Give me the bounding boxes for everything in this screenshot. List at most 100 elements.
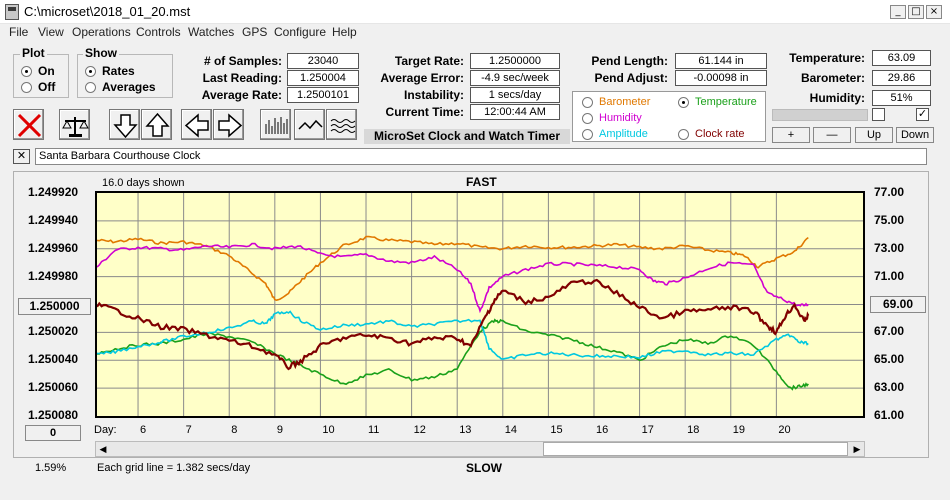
y-left-tick-label: 1.249920 bbox=[28, 185, 79, 199]
pend-length-label: Pend Length: bbox=[591, 54, 668, 68]
x-axis-label: Day: bbox=[94, 424, 117, 436]
menu-configure[interactable]: Configure bbox=[274, 25, 327, 39]
show-group bbox=[77, 54, 173, 98]
arrow-down-icon bbox=[113, 114, 138, 139]
y-left-tick-label: 1.249980 bbox=[28, 268, 79, 283]
bar-graph-button[interactable] bbox=[260, 109, 291, 140]
maximize-button[interactable]: □ bbox=[908, 5, 924, 19]
series-radio-barometer[interactable] bbox=[582, 97, 593, 108]
scroll-thumb[interactable] bbox=[543, 442, 848, 456]
pend-length-field[interactable]: 61.144 in bbox=[675, 53, 767, 69]
arrow-left-button[interactable] bbox=[181, 109, 212, 140]
days-shown-label: 16.0 days shown bbox=[102, 177, 185, 189]
average-rate-label: Average Rate: bbox=[201, 88, 282, 102]
wave-icon bbox=[298, 119, 323, 130]
clear-clock-button[interactable]: ✕ bbox=[13, 149, 30, 164]
y-right-tick-label: 77.00 bbox=[874, 185, 905, 199]
rate-reference-button[interactable]: 1.250000 bbox=[18, 298, 91, 315]
clock-name-field[interactable]: Santa Barbara Courthouse Clock bbox=[35, 148, 927, 165]
x-tick-label: 19 bbox=[732, 424, 746, 436]
series-label-humidity: Humidity bbox=[599, 112, 642, 124]
menu-help[interactable]: Help bbox=[332, 25, 357, 39]
temperature-field: 63.09 bbox=[872, 50, 931, 66]
x-tick-label: 9 bbox=[276, 424, 283, 436]
series-label-temperature: Temperature bbox=[695, 96, 757, 108]
plot-group-title: Plot bbox=[20, 46, 47, 60]
x-tick-label: 10 bbox=[322, 424, 335, 436]
show-rates-radio[interactable] bbox=[85, 66, 96, 77]
arrow-right-button[interactable] bbox=[213, 109, 244, 140]
plot-off-radio[interactable] bbox=[21, 82, 32, 93]
arrow-down-button[interactable] bbox=[109, 109, 140, 140]
barometer-label: Barometer: bbox=[800, 71, 865, 85]
current-time-label: Current Time: bbox=[385, 105, 464, 119]
menu-view[interactable]: View bbox=[38, 25, 64, 39]
temperature-label: Temperature: bbox=[789, 51, 865, 65]
average-error-label: Average Error: bbox=[380, 71, 464, 85]
last-reading-label: Last Reading: bbox=[202, 71, 282, 85]
menu-file[interactable]: File bbox=[9, 25, 29, 39]
grid-note: Each grid line = 1.382 secs/day bbox=[97, 462, 251, 474]
menu-watches[interactable]: Watches bbox=[188, 25, 235, 39]
y-left-tick-label: 1.250060 bbox=[28, 380, 79, 395]
stop-button[interactable] bbox=[13, 109, 44, 140]
series-selector bbox=[572, 91, 766, 142]
arrow-right-icon bbox=[218, 113, 243, 138]
scroll-right-icon[interactable]: ▶ bbox=[853, 444, 861, 454]
checkbox-1[interactable] bbox=[872, 108, 885, 121]
current-time-field: 12:00:44 AM bbox=[470, 104, 560, 120]
humidity-field: 51% bbox=[872, 90, 931, 106]
offset-button[interactable]: 0 bbox=[25, 425, 81, 441]
app-caption: MicroSet Clock and Watch Timer bbox=[364, 129, 570, 144]
x-tick-label: 14 bbox=[504, 424, 518, 436]
menu-gps[interactable]: GPS bbox=[242, 25, 268, 39]
series-radio-humidity[interactable] bbox=[582, 113, 593, 124]
minus-button[interactable]: — bbox=[813, 127, 851, 143]
window-title: C:\microset\2018_01_20.mst bbox=[24, 4, 191, 19]
series-line-barometer bbox=[97, 235, 809, 302]
temperature-reference-button[interactable]: 69.00 bbox=[870, 296, 926, 313]
instability-label: Instability: bbox=[403, 88, 464, 102]
up-button[interactable]: Up bbox=[855, 127, 893, 143]
barometer-field: 29.86 bbox=[872, 70, 931, 86]
wave-button[interactable] bbox=[294, 109, 325, 140]
samples-field: 23040 bbox=[287, 53, 359, 69]
series-radio-clock-rate[interactable] bbox=[678, 129, 689, 140]
show-averages-radio[interactable] bbox=[85, 82, 96, 93]
target-rate-field[interactable]: 1.2500000 bbox=[470, 53, 560, 69]
menu-operations[interactable]: Operations bbox=[72, 25, 131, 39]
slow-label: SLOW bbox=[466, 461, 502, 475]
arrow-up-button[interactable] bbox=[141, 109, 172, 140]
y-left-tick-label: 1.250020 bbox=[28, 324, 79, 339]
y-left-tick-label: 1.249960 bbox=[28, 240, 79, 255]
level-bar bbox=[772, 109, 868, 121]
close-window-button[interactable]: × bbox=[926, 5, 942, 19]
down-button[interactable]: Down bbox=[896, 127, 934, 143]
checkbox-2[interactable]: ✓ bbox=[916, 108, 929, 121]
scroll-left-icon[interactable]: ◀ bbox=[99, 444, 107, 454]
humidity-label: Humidity: bbox=[809, 91, 865, 105]
chart-frame bbox=[13, 171, 929, 458]
pend-adjust-field: -0.00098 in bbox=[675, 70, 767, 86]
x-tick-label: 15 bbox=[550, 424, 563, 436]
plot-on-radio[interactable] bbox=[21, 66, 32, 77]
series-radio-amplitude[interactable] bbox=[582, 129, 593, 140]
menu-controls[interactable]: Controls bbox=[136, 25, 181, 39]
plus-button[interactable]: + bbox=[772, 127, 810, 143]
stop-icon bbox=[17, 113, 42, 138]
chart-plot-area bbox=[95, 191, 865, 418]
x-tick-label: 8 bbox=[231, 424, 238, 436]
y-right-tick-label: 73.00 bbox=[874, 240, 905, 255]
title-bar: C:\microset\2018_01_20.mst _ □ × bbox=[0, 0, 950, 24]
balance-button[interactable] bbox=[59, 109, 90, 140]
series-label-clock-rate: Clock rate bbox=[695, 128, 745, 140]
ripple-button[interactable] bbox=[326, 109, 357, 140]
y-right-tick-label: 61.00 bbox=[874, 408, 905, 422]
y-left-tick-label: 1.249940 bbox=[28, 212, 79, 227]
series-line-clock-rate bbox=[97, 278, 810, 371]
minimize-button[interactable]: _ bbox=[890, 5, 906, 19]
x-tick-label: 13 bbox=[459, 424, 472, 436]
instability-field: 1 secs/day bbox=[470, 87, 560, 103]
series-label-amplitude: Amplitude bbox=[599, 128, 648, 140]
series-radio-temperature[interactable] bbox=[678, 97, 689, 108]
